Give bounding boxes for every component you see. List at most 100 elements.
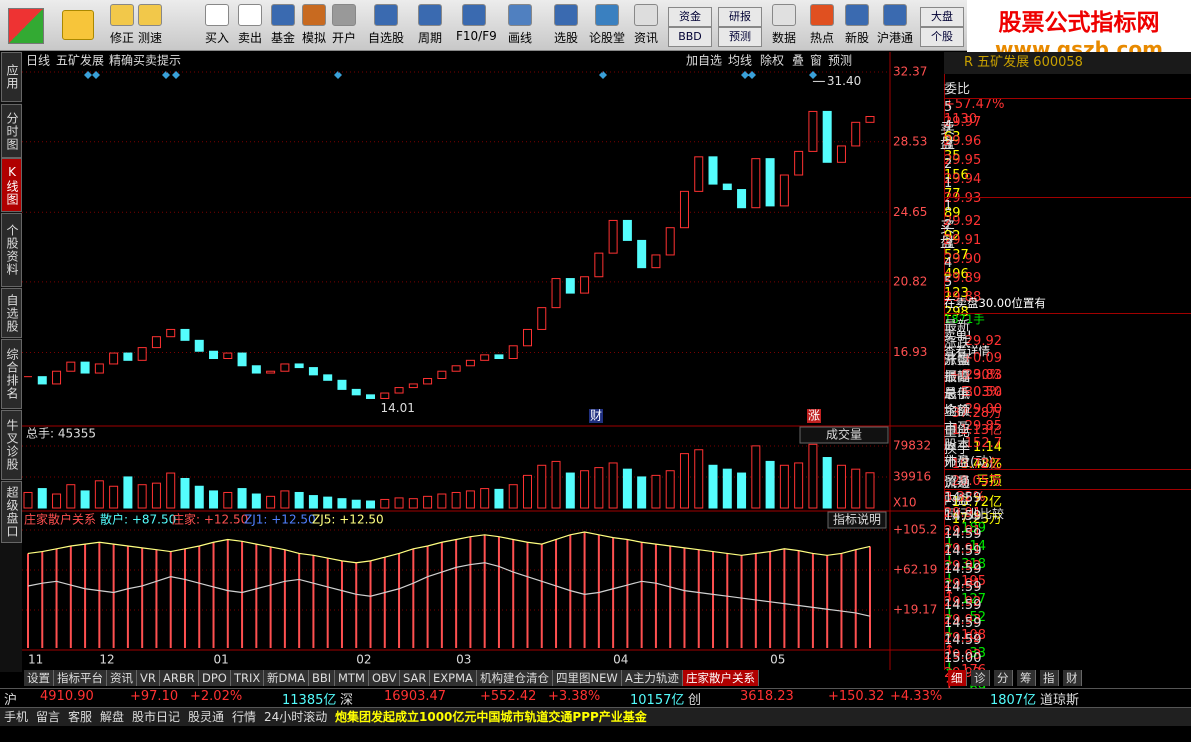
candle [751, 158, 761, 209]
toolbar-button[interactable]: 基金 [265, 4, 301, 46]
x-tick-label: 02 [356, 653, 371, 667]
toolbar-button[interactable]: 自选股 [368, 4, 404, 46]
toolbar-button[interactable]: 卖出 [232, 4, 268, 46]
indicator-tab[interactable]: 机构建仓清仓 [477, 670, 553, 686]
back-button[interactable] [62, 10, 94, 40]
toolbar-button[interactable]: 模拟 [296, 4, 332, 46]
indicator-select[interactable] [799, 426, 889, 444]
side-tab[interactable]: 自选股 [1, 288, 22, 338]
side-tab[interactable]: 个股资料 [1, 213, 22, 287]
toolbar-small-button[interactable]: 预测 [718, 27, 762, 47]
chart-period[interactable]: 日线 [26, 54, 50, 68]
toolbar-small-button[interactable]: 大盘 [920, 7, 964, 27]
volume-bar [351, 499, 361, 509]
candle [708, 156, 718, 185]
volume-bar [109, 485, 119, 509]
quote-tab[interactable]: 分 [994, 670, 1013, 686]
footer-link[interactable]: 行情 [232, 710, 257, 724]
quote-tab[interactable]: 财 [1063, 670, 1082, 686]
quote-text: 29.96 [944, 134, 982, 149]
toolbar-label: 选股 [553, 31, 578, 45]
toolbar-button[interactable]: 沪港通 [877, 4, 913, 46]
logo[interactable] [8, 8, 44, 44]
candle [851, 121, 861, 147]
quote-tab[interactable]: 细 [948, 670, 967, 686]
toolbar-small-button[interactable]: 资金 [668, 7, 712, 27]
side-tab[interactable]: 应用 [1, 52, 22, 102]
toolbar-label: 基金 [270, 31, 295, 45]
toolbar-small-button[interactable]: 研报 [718, 7, 762, 27]
side-tab[interactable]: K线图 [1, 158, 22, 212]
toolbar-icon [418, 4, 442, 26]
book-label: 买盘 [938, 219, 956, 249]
side-tab[interactable]: 分时图 [1, 104, 22, 158]
toolbar-button[interactable]: F10/F9 [456, 4, 497, 43]
quote-tab[interactable]: 诊 [971, 670, 990, 686]
industry-row: 贸易 3.32% 同行业比较 [944, 471, 1191, 521]
indicator-tab[interactable]: 庄家散户关系 [683, 670, 759, 686]
indicator-tab[interactable]: SAR [400, 670, 431, 686]
indicator-help-button[interactable] [827, 511, 887, 529]
toolbar-button[interactable]: 买入 [199, 4, 235, 46]
quote-text: ↓ [944, 607, 955, 623]
candle [608, 219, 618, 254]
indicator-tab[interactable]: 指标平台 [54, 670, 107, 686]
toolbar-icon [462, 4, 486, 26]
footer-link[interactable]: 解盘 [100, 710, 125, 724]
quote-text: 318 [961, 556, 986, 572]
footer-link[interactable]: 股灵通 [188, 710, 225, 724]
footer-link[interactable]: 留言 [36, 710, 61, 724]
toolbar-button[interactable]: 资讯 [628, 4, 664, 46]
indicator-tab[interactable]: 资讯 [107, 670, 137, 686]
weibi-row: 委比 +57.47% 1130 [944, 78, 1191, 127]
quote-tab[interactable]: 筹 [1017, 670, 1036, 686]
toolbar-button[interactable]: 热点 [804, 4, 840, 46]
toolbar-label: 画线 [507, 31, 532, 45]
volume-bar [779, 464, 789, 509]
quote-text: 3 [944, 138, 953, 153]
toolbar-label: 模拟 [301, 31, 326, 45]
quote-text: 108 [961, 627, 986, 643]
indicator-tab[interactable]: 四里图NEW [553, 670, 622, 686]
toolbar-button[interactable]: 数据 [766, 4, 802, 46]
footer-link[interactable]: 股市日记 [132, 710, 181, 724]
toolbar-small-button[interactable]: BBD [668, 27, 712, 47]
indicator-legend: 庄家: +12.50 [172, 512, 248, 527]
indicator-tab[interactable]: DPO [199, 670, 231, 686]
indicator-tab[interactable]: OBV [369, 670, 401, 686]
news-ticker[interactable]: 炮集团发起成立1000亿元中国城市轨道交通PPP产业基金 [335, 710, 647, 724]
toolbar-button[interactable]: 选股 [548, 4, 584, 46]
quote-text: 4 [944, 119, 953, 134]
indicator-tab[interactable]: ARBR [160, 670, 199, 686]
indicator-tab[interactable]: TRIX [231, 670, 265, 686]
toolbar-button[interactable]: 周期 [412, 4, 448, 46]
footer-link[interactable]: 客服 [68, 710, 93, 724]
toolbar-button[interactable]: 画线 [502, 4, 538, 46]
candle [37, 376, 47, 385]
divider [944, 469, 1191, 470]
footer-link[interactable]: 24小时滚动 [264, 710, 328, 724]
toolbar-button[interactable]: 论股堂 [589, 4, 625, 46]
toolbar-small-button[interactable]: 个股 [920, 27, 964, 47]
indicator-tab[interactable]: 设置 [24, 670, 54, 686]
side-tab[interactable]: 牛叉诊股 [1, 410, 22, 480]
toolbar-button[interactable]: 测速 [132, 4, 168, 46]
quote-tab[interactable]: 指 [1040, 670, 1059, 686]
indicator-tab[interactable]: BBI [309, 670, 336, 686]
volume-bar [266, 495, 276, 509]
indicator-tab[interactable]: 新DMA [264, 670, 310, 686]
indicator-tab[interactable]: VR [137, 670, 160, 686]
toolbar-button[interactable]: 开户 [326, 4, 362, 46]
toolbar-button[interactable]: 修正 [104, 4, 140, 46]
toolbar-button[interactable]: 新股 [839, 4, 875, 46]
indicator-tab[interactable]: A主力轨迹 [622, 670, 683, 686]
side-tab[interactable]: 超级盘口 [1, 481, 22, 543]
quote-text: 14:59 [944, 508, 982, 524]
indicator-tab[interactable]: MTM [335, 670, 369, 686]
toolbar-label: 论股堂 [589, 31, 626, 45]
footer-link[interactable]: 手机 [4, 710, 29, 724]
side-tab[interactable]: 综合排名 [1, 339, 22, 409]
quote-text: ↑ [944, 589, 955, 605]
indicator-tab[interactable]: EXPMA [430, 670, 477, 686]
